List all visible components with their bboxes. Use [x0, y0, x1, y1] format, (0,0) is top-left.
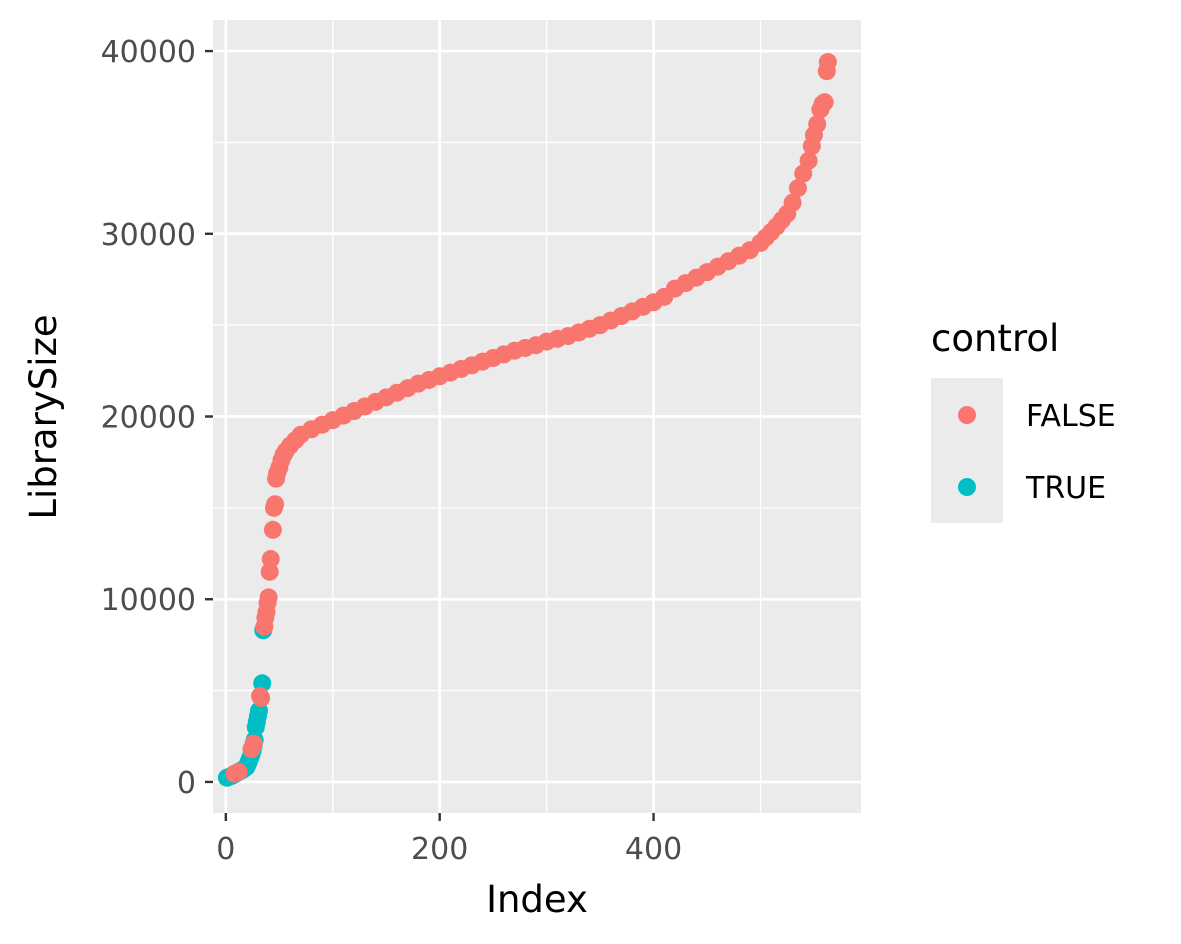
y-tick-label: 10000 [101, 583, 196, 618]
data-point [229, 762, 248, 781]
x-axis: 0 200 400 [216, 813, 682, 867]
data-point [799, 151, 818, 170]
y-tick-label: 0 [177, 766, 196, 801]
legend-key-background [931, 378, 1003, 523]
data-point [244, 734, 263, 753]
data-point [261, 550, 280, 569]
data-point [263, 520, 282, 539]
data-point [818, 53, 837, 72]
x-axis-title: Index [486, 878, 588, 921]
grid-major [213, 20, 861, 813]
data-point [808, 115, 827, 134]
data-point [266, 495, 285, 514]
y-tick-label: 40000 [101, 35, 196, 70]
y-tick-label: 20000 [101, 401, 196, 436]
legend-label-false: FALSE [1026, 399, 1116, 434]
data-point [788, 179, 807, 198]
legend-key-false [958, 406, 976, 424]
data-points [217, 53, 837, 787]
x-tick-label: 400 [625, 832, 682, 867]
legend-label-true: TRUE [1025, 471, 1106, 506]
x-tick-label: 0 [216, 832, 235, 867]
data-point [252, 688, 271, 707]
legend-key-true [958, 478, 976, 496]
legend-title: control [931, 317, 1059, 360]
y-axis: 0 10000 20000 30000 40000 [101, 35, 213, 801]
legend: control FALSE TRUE [931, 317, 1116, 523]
data-point [259, 588, 278, 607]
y-axis-title: LibrarySize [22, 314, 65, 519]
data-point [783, 193, 802, 212]
y-tick-label: 30000 [101, 218, 196, 253]
x-tick-label: 200 [411, 832, 468, 867]
data-point [815, 93, 834, 112]
